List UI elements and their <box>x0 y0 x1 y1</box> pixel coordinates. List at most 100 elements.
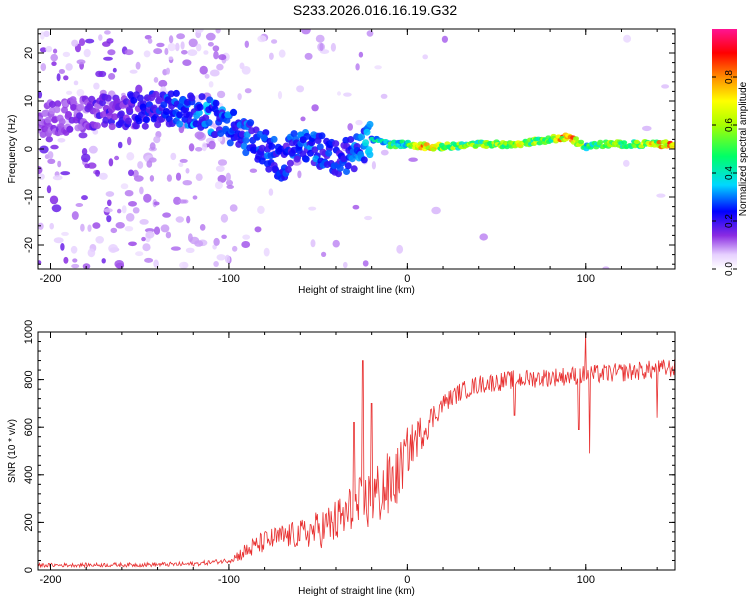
spectrogram-noise-blob <box>203 50 209 55</box>
spectrogram-noise-blob <box>56 73 61 82</box>
spectrogram-noise-blob <box>242 234 251 240</box>
spectrogram-ridge-blob <box>597 139 604 145</box>
spectrogram-noise-blob <box>139 186 144 195</box>
spectrogram-noise-blob <box>117 208 122 214</box>
spectrogram-noise-blob <box>65 63 73 71</box>
spectrogram-noise-blob <box>128 241 137 247</box>
spectrogram-ridge-blob <box>363 128 371 136</box>
spectrogram-noise-blob <box>209 69 220 77</box>
spectrogram-noise-blob <box>87 224 92 232</box>
spectrogram-ridge-blob <box>61 106 68 114</box>
spectrogram-noise-blob <box>170 152 177 161</box>
spectrogram-noise-blob <box>271 39 278 44</box>
spectrogram-noise-blob <box>422 54 429 60</box>
spectrogram-noise-blob <box>297 170 302 179</box>
spectrogram-noise-blob <box>201 142 207 152</box>
spectrogram-noise-blob <box>145 230 155 239</box>
spectrogram-noise-blob <box>39 47 47 53</box>
spectrogram-noise-blob <box>199 224 206 231</box>
spectrogram-noise-blob <box>661 84 670 89</box>
spectrogram-noise-blob <box>396 244 404 254</box>
spectrogram-ridge-blob <box>290 130 298 138</box>
spectrogram-noise-blob <box>301 29 311 35</box>
spectrogram-noise-blob <box>108 73 116 80</box>
spectrogram-ridge-blob <box>332 140 340 148</box>
spectrogram-noise-blob <box>300 116 306 122</box>
spectrogram-ridge-blob <box>365 146 373 154</box>
spectrogram-ridge-blob <box>141 122 149 130</box>
spectrogram-noise-blob <box>330 42 336 52</box>
spectrogram-ridge-blob <box>66 125 74 133</box>
spectrogram-noise-blob <box>208 140 216 150</box>
spectrogram-ridge-blob <box>284 166 292 173</box>
spectrogram-ridge-blob <box>336 164 344 172</box>
spectrogram-noise-blob <box>208 81 214 88</box>
spectrogram-noise-blob <box>143 50 151 58</box>
spectrogram-noise-blob <box>85 38 95 44</box>
spectrogram-noise-blob <box>50 53 58 62</box>
spectrogram-noise-blob <box>107 199 112 207</box>
spectrogram-noise-blob <box>188 233 193 243</box>
spectrogram-noise-blob <box>137 161 144 169</box>
spectrogram-noise-blob <box>315 34 325 43</box>
spectrogram-ridge-blob <box>136 94 144 102</box>
spectrogram-noise-blob <box>277 91 283 100</box>
spectrogram-noise-blob <box>232 245 238 252</box>
spectrogram-noise-blob <box>128 201 137 207</box>
snr-frame <box>37 331 676 571</box>
page-title: S233.2026.016.16.19.G32 <box>292 2 458 18</box>
spectrogram-noise-blob <box>269 52 274 60</box>
spectrogram-noise-blob <box>75 203 84 207</box>
y-tick-label: 400 <box>23 466 35 484</box>
spectrogram-ridge-blob <box>76 112 83 120</box>
spectrogram-noise-blob <box>226 184 234 189</box>
spectrogram-noise-blob <box>38 91 43 99</box>
spectrogram-ridge-blob <box>51 116 59 124</box>
spectrogram-noise-blob <box>60 243 65 251</box>
spectrogram-noise-blob <box>141 236 146 242</box>
spectrogram-ridge-blob <box>39 131 47 138</box>
x-tick-label: 100 <box>577 574 595 586</box>
spectrogram-ridge-blob <box>350 165 358 173</box>
spectrogram-ridge-blob <box>258 157 266 165</box>
spectrogram-noise-blob <box>98 34 103 41</box>
spectrogram-noise-blob <box>352 204 360 210</box>
spectrogram-noise-blob <box>168 56 174 61</box>
colorbar-tick-label: 0.2 <box>724 214 735 228</box>
spectrogram-noise-blob <box>199 65 208 75</box>
spectrogram-noise-blob <box>110 227 118 234</box>
spectrogram-noise-blob <box>371 161 376 170</box>
y-tick-label: 600 <box>23 418 35 436</box>
y-tick-label: 800 <box>23 370 35 388</box>
colorbar-tick-label: 0.6 <box>724 118 735 132</box>
spectrogram-ridge-blob <box>633 139 640 145</box>
spectrogram-ridge-blob <box>102 116 110 124</box>
spectrogram-ridge-blob <box>176 111 184 119</box>
spectrogram-noise-blob <box>108 158 114 167</box>
spectrogram-noise-blob <box>185 168 190 174</box>
y-tick-label: -20 <box>23 237 35 253</box>
spectrogram-noise-blob <box>126 152 135 161</box>
spectrogram-noise-blob <box>178 199 187 204</box>
spectrogram-noise-blob <box>176 33 186 40</box>
spectrogram-noise-blob <box>362 260 369 267</box>
spectrogram-noise-blob <box>52 175 63 181</box>
spectrogram-ridge-blob <box>670 142 675 147</box>
spectrogram-noise-blob <box>58 69 65 74</box>
spectrogram-noise-blob <box>168 35 174 44</box>
spectrogram-noise-blob <box>214 181 223 190</box>
spectrogram-noise-blob <box>106 38 114 44</box>
spectrogram-noise-blob <box>144 257 154 263</box>
spectrogram-noise-blob <box>257 205 265 214</box>
spectrogram-noise-blob <box>358 51 364 58</box>
spectrogram-noise-blob <box>87 162 97 169</box>
spectrogram-noise-blob <box>196 43 202 52</box>
spectrogram-ridge-blob <box>122 98 130 106</box>
spectrogram-ridge-blob <box>205 119 213 127</box>
spectrogram-noise-blob <box>195 147 203 152</box>
spectrogram-ridge-blob <box>77 103 85 111</box>
